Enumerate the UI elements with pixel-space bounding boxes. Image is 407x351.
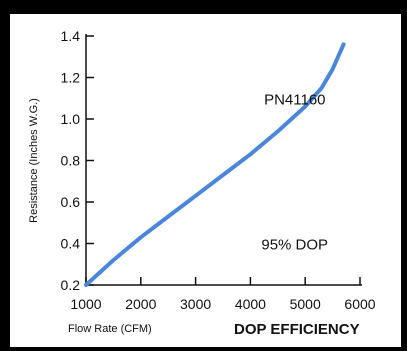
x-tick-label: 1000 [70, 296, 101, 312]
y-tick-label: 0.4 [61, 236, 81, 252]
y-tick-label: 0.8 [61, 153, 81, 169]
y-tick-label: 1.0 [61, 111, 81, 127]
x-tick-label: 3000 [180, 296, 211, 312]
y-ticks: 0.2 0.4 0.6 0.8 1.0 1.2 1.4 [61, 28, 94, 293]
annotation-label: PN41160 [264, 91, 325, 108]
x-ticks: 1000 2000 3000 4000 5000 6000 [70, 277, 376, 312]
y-axis-label: Resistance (Inches W.G.) [28, 98, 40, 223]
chart-panel: 0.2 0.4 0.6 0.8 1.0 1.2 1.4 1000 2000 3000 4000 50… [10, 14, 401, 347]
x-tick-label: 6000 [344, 296, 375, 312]
chart-subtitle: DOP EFFICIENCY [234, 321, 360, 338]
y-tick-label: 0.2 [61, 277, 81, 293]
x-tick-label: 4000 [235, 296, 266, 312]
x-tick-label: 2000 [125, 296, 156, 312]
series-line [84, 42, 346, 287]
y-tick-label: 0.6 [61, 194, 81, 210]
resistance-chart: 0.2 0.4 0.6 0.8 1.0 1.2 1.4 1000 2000 3000 4000 50… [28, 28, 376, 338]
y-tick-label: 1.4 [61, 28, 81, 44]
x-axis-label: Flow Rate (CFM) [68, 323, 152, 335]
annotation-label: 95% DOP [261, 237, 328, 254]
x-tick-label: 5000 [290, 296, 321, 312]
y-tick-label: 1.2 [61, 70, 81, 86]
